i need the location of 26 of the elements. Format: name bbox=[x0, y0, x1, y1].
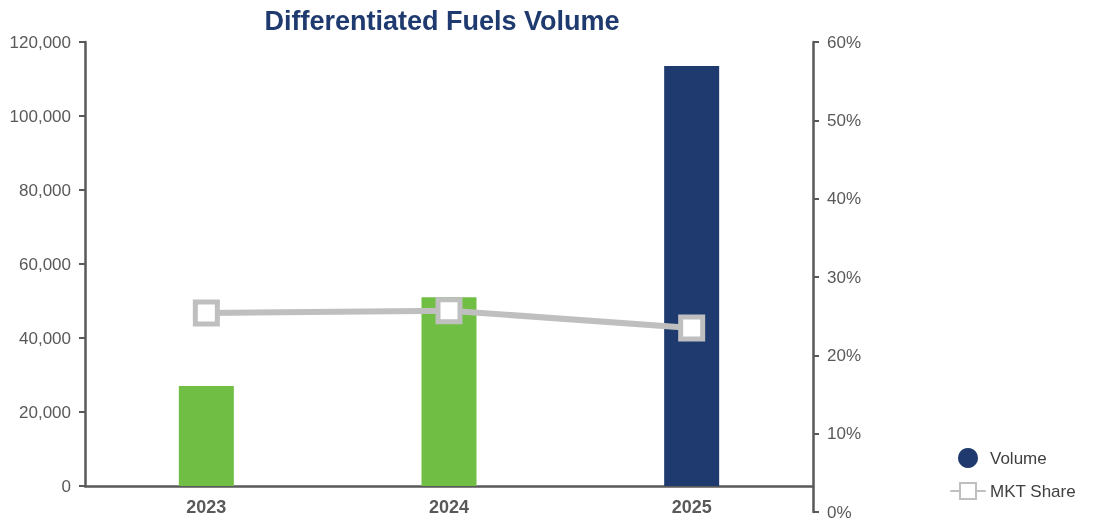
chart-title: Differentiated Fuels Volume bbox=[264, 5, 620, 36]
y2-tick-label: 30% bbox=[827, 267, 862, 287]
point bbox=[435, 297, 463, 325]
y2-tick-label: 10% bbox=[827, 424, 862, 444]
x-tick-label: 2024 bbox=[428, 497, 470, 517]
y2-tick-label: 0% bbox=[827, 502, 852, 522]
y2-tick-label: 60% bbox=[827, 32, 862, 52]
y2-tick-label: 20% bbox=[827, 345, 862, 365]
y-tick-label: 80,000 bbox=[19, 180, 71, 200]
y2-tick-label: 50% bbox=[827, 110, 862, 130]
legend-label: MKT Share bbox=[990, 481, 1076, 501]
bar bbox=[664, 66, 720, 486]
y2-tick-label: 40% bbox=[827, 189, 862, 209]
y-tick-label: 100,000 bbox=[9, 106, 71, 126]
y-tick-label: 20,000 bbox=[19, 402, 71, 422]
point bbox=[678, 314, 706, 342]
legend-label: Volume bbox=[990, 448, 1047, 468]
x-tick-label: 2023 bbox=[186, 497, 227, 517]
y-tick-label: 0 bbox=[61, 476, 71, 496]
y-tick-label: 120,000 bbox=[9, 32, 71, 52]
bar bbox=[178, 386, 234, 486]
x-tick-label: 2025 bbox=[671, 497, 712, 517]
y-tick-label: 40,000 bbox=[19, 328, 71, 348]
point bbox=[192, 299, 220, 327]
bar bbox=[421, 297, 477, 486]
y-tick-label: 60,000 bbox=[19, 254, 71, 274]
